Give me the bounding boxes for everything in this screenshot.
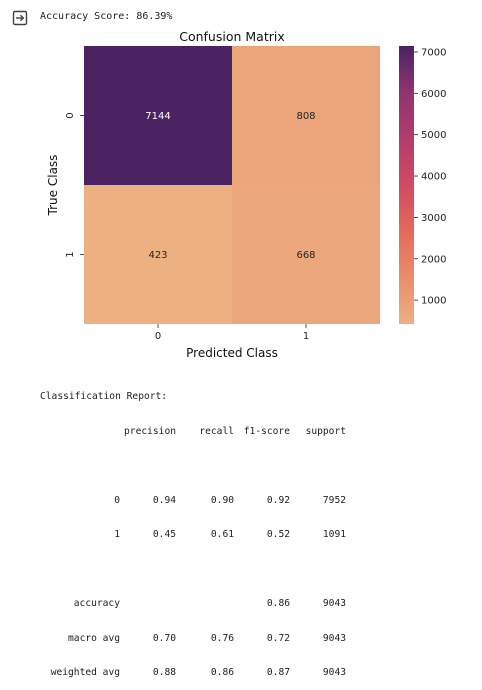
confusion-matrix-figure: Confusion Matrix 7144 808 423 668 0 1 0 1 Pre… xyxy=(46,29,446,360)
heatmap-cell xyxy=(84,46,232,185)
header-support: support xyxy=(305,425,346,437)
colorbar-tick-label: 7000 xyxy=(421,47,446,58)
colorbar-tick-label: 2000 xyxy=(421,254,446,265)
accuracy-score-text: Accuracy Score: 86.39% xyxy=(40,11,173,22)
header-f1-score: f1-score xyxy=(243,425,290,437)
heatmap-cell xyxy=(232,46,380,185)
header-precision: precision xyxy=(124,425,176,437)
y-axis-label: True Class xyxy=(46,155,60,217)
chart-title: Confusion Matrix xyxy=(179,29,285,44)
report-title: Classification Report: xyxy=(40,391,168,402)
colorbar-tick-label: 1000 xyxy=(421,296,446,307)
header-recall: recall xyxy=(199,425,234,437)
cell-value-label: 7144 xyxy=(145,111,170,122)
report-row: weighted avg 0.88 0.86 0.87 9043 xyxy=(50,667,346,678)
x-tick-label: 1 xyxy=(303,331,309,342)
colorbar xyxy=(399,46,414,324)
heatmap-cell xyxy=(232,185,380,324)
report-row: 0 0.94 0.90 0.92 7952 xyxy=(114,494,346,506)
colorbar-tick-label: 6000 xyxy=(421,89,446,100)
report-row: macro avg 0.70 0.76 0.72 9043 xyxy=(68,632,346,644)
x-tick-label: 0 xyxy=(155,331,161,342)
classification-report: Classification Report: precision recall f1… xyxy=(40,368,346,690)
x-axis-label: Predicted Class xyxy=(186,346,278,360)
cell-value-label: 808 xyxy=(296,111,315,122)
cell-value-label: 423 xyxy=(148,250,167,261)
colorbar-tick-label: 4000 xyxy=(421,172,446,183)
report-header-row: precision recall f1-score support xyxy=(40,426,346,438)
y-tick-label: 1 xyxy=(65,251,76,257)
colorbar-tick-label: 3000 xyxy=(421,213,446,224)
cell-value-label: 668 xyxy=(296,250,315,261)
heatmap-cell xyxy=(84,185,232,324)
report-accuracy-row: accuracy 0.86 9043 xyxy=(73,598,346,609)
output-redirect-icon[interactable] xyxy=(12,10,28,26)
y-tick-label: 0 xyxy=(65,112,76,118)
colorbar-tick-label: 5000 xyxy=(421,130,446,141)
report-row: 1 0.45 0.61 0.52 1091 xyxy=(114,529,346,540)
